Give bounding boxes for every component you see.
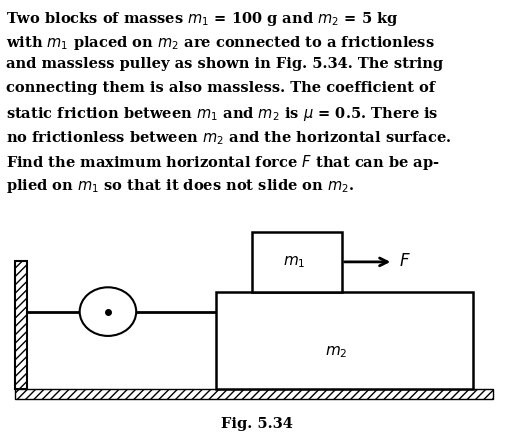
Text: no frictionless between $m_2$ and the horizontal surface.: no frictionless between $m_2$ and the ho… (6, 129, 452, 147)
Bar (15, 389, 493, 399)
Text: plied on $m_1$ so that it does not slide on $m_2$.: plied on $m_1$ so that it does not slide… (6, 177, 355, 195)
Text: $m_1$: $m_1$ (283, 254, 305, 270)
Text: static friction between $m_1$ and $m_2$ is $\mu$ = 0.5. There is: static friction between $m_1$ and $m_2$ … (6, 105, 439, 123)
Bar (15, 261, 27, 389)
Text: $F$: $F$ (399, 253, 411, 271)
Bar (15, 261, 27, 389)
Text: connecting them is also massless. The coefficient of: connecting them is also massless. The co… (6, 81, 435, 95)
Text: Find the maximum horizontal force $F$ that can be ap-: Find the maximum horizontal force $F$ th… (6, 153, 440, 172)
Circle shape (80, 287, 136, 336)
Text: $m_2$: $m_2$ (325, 344, 348, 360)
Text: with $m_1$ placed on $m_2$ are connected to a frictionless: with $m_1$ placed on $m_2$ are connected… (6, 34, 435, 52)
Text: Fig. 5.34: Fig. 5.34 (221, 417, 293, 431)
Text: and massless pulley as shown in Fig. 5.34. The string: and massless pulley as shown in Fig. 5.3… (6, 57, 443, 72)
Bar (252, 232, 342, 292)
Bar (216, 292, 473, 389)
Text: Two blocks of masses $m_1$ = 100 g and $m_2$ = 5 kg: Two blocks of masses $m_1$ = 100 g and $… (6, 10, 398, 28)
Bar (15, 389, 493, 399)
